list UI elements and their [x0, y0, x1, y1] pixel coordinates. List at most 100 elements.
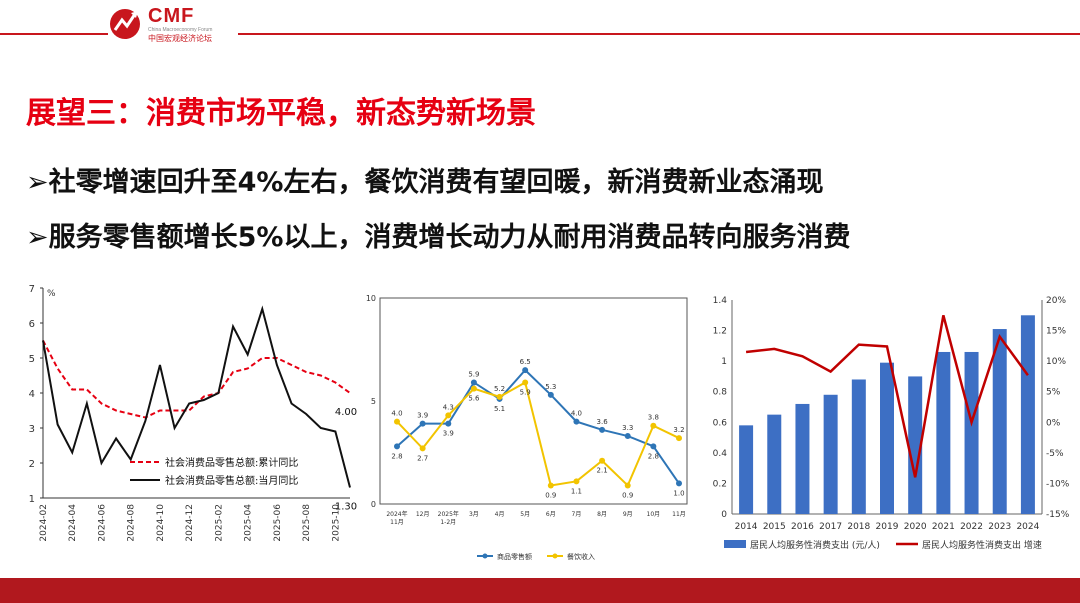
data-label: 2.1	[597, 467, 608, 475]
x-tick-label: 2014	[735, 522, 758, 532]
x-tick-label: 2018	[847, 522, 870, 532]
x-tick-label: 8月	[597, 511, 607, 518]
legend-swatch	[724, 540, 746, 548]
service-consumption-chart: 0 0.2 0.4 0.6 0.8 1 1.2 1.4 -15% -10% -5% 0% 5% 10% 15…	[713, 296, 1070, 551]
x-tick-label: 2024-12	[185, 504, 195, 542]
data-label: 5.6	[468, 395, 480, 403]
data-point	[522, 379, 529, 386]
x-tick-label: 2024-04	[68, 504, 78, 542]
bar	[795, 403, 810, 514]
data-point	[676, 480, 682, 487]
data-point	[470, 379, 477, 386]
legend-label: 餐饮收入	[567, 552, 595, 561]
y2-tick-label: 0%	[1046, 418, 1061, 428]
y-tick-label: 0	[721, 510, 727, 520]
x-tick-label: 2024年 11月	[386, 510, 407, 526]
annotation-label: 1.30	[335, 502, 357, 513]
data-label: 3.9	[417, 412, 428, 420]
x-tick-label: 2020	[904, 522, 927, 532]
legend-label: 居民人均服务性消费支出 增速	[922, 539, 1042, 551]
data-point	[445, 412, 452, 419]
x-tick-label: 2016	[791, 522, 814, 532]
y2-tick-label: -10%	[1046, 479, 1070, 489]
data-label: 6.5	[520, 358, 531, 366]
y2-tick-label: 20%	[1046, 296, 1066, 306]
data-point	[547, 482, 554, 489]
annotation-label: 4.00	[335, 407, 357, 418]
y2-tick-label: -15%	[1046, 510, 1070, 520]
y2-tick-label: 5%	[1046, 388, 1061, 398]
data-label: 5.1	[494, 405, 505, 413]
data-point	[599, 426, 606, 433]
y2-tick-label: -5%	[1046, 449, 1064, 459]
x-tick-label: 5月	[520, 511, 530, 518]
data-point	[419, 445, 426, 452]
bar	[880, 362, 894, 514]
data-point	[573, 418, 580, 425]
x-tick-label: 2025-04	[244, 504, 254, 542]
bar	[739, 425, 754, 514]
x-tick-label: 2024	[1016, 522, 1039, 532]
bar	[823, 394, 838, 514]
data-label: 2.8	[648, 452, 659, 460]
legend-marker	[552, 553, 558, 559]
y-tick-label: 5	[29, 354, 35, 365]
y-tick-label: 1	[29, 494, 35, 505]
x-tick-label: 7月	[572, 511, 582, 518]
retail-sales-yoy-chart: 1 2 3 4 5 6 7 % 2024-02 2024-04 2024-06 2024-08 2024…	[29, 284, 358, 542]
x-tick-label: 11月	[672, 511, 686, 518]
data-label: 3.9	[443, 430, 454, 438]
x-tick-label: 2025-06	[273, 504, 283, 542]
data-label: 3.8	[648, 414, 659, 422]
x-tick-label: 2025-10	[331, 504, 341, 542]
logo-subtitle-en: China Macroeconomy Forum	[148, 27, 213, 33]
data-point	[394, 418, 400, 425]
series-line-1	[42, 340, 351, 419]
x-tick-label: 2023	[988, 522, 1011, 532]
legend-marker	[482, 553, 488, 559]
data-point	[547, 391, 554, 398]
data-label: 5.9	[468, 370, 479, 378]
data-point	[522, 367, 529, 374]
data-label: 5.3	[545, 383, 556, 391]
data-label: 5.9	[520, 388, 531, 396]
data-label: 3.6	[597, 418, 609, 426]
y-tick-label: 4	[29, 389, 35, 400]
y2-tick-label: 15%	[1046, 327, 1066, 337]
y-tick-label: 2	[29, 459, 35, 470]
bullet-2: ➢服务零售额增长5%以上，消费增长动力从耐用消费品转向服务消费	[26, 222, 851, 253]
data-point	[624, 433, 631, 440]
x-tick-label: 2025年 1-2月	[438, 510, 459, 526]
data-label: 1.1	[571, 487, 582, 495]
y-tick-label: 0	[371, 500, 376, 509]
bar	[851, 379, 866, 514]
data-point	[573, 478, 580, 485]
data-label: 0.9	[545, 491, 556, 499]
y-tick-label: 7	[29, 284, 35, 295]
y-tick-label: 1.4	[713, 296, 728, 306]
bar	[964, 351, 979, 514]
data-label: 1.0	[673, 489, 684, 497]
y-tick-label: 5	[371, 397, 376, 406]
y-tick-label: 0.6	[713, 418, 728, 428]
data-point	[394, 443, 400, 450]
x-tick-label: 2025-08	[302, 504, 312, 542]
x-tick-label: 2022	[960, 522, 983, 532]
data-point	[650, 443, 657, 450]
data-label: 5.2	[494, 385, 505, 393]
data-point	[419, 420, 426, 427]
series-line-2	[42, 305, 351, 488]
x-tick-label: 2019	[876, 522, 899, 532]
bar	[936, 351, 951, 514]
x-tick-label: 4月	[495, 511, 505, 518]
bar	[992, 329, 1007, 514]
slide-title: 展望三：消费市场平稳，新态势新场景	[26, 96, 536, 131]
plot-frame	[379, 297, 688, 505]
logo-subtitle-cn: 中国宏观经济论坛	[148, 34, 212, 43]
data-label: 2.8	[391, 452, 402, 460]
footer-bar	[0, 578, 1080, 603]
x-tick-label: 6月	[546, 511, 556, 518]
data-point	[624, 482, 631, 489]
y-tick-label: 6	[29, 319, 35, 330]
data-point	[445, 420, 452, 427]
